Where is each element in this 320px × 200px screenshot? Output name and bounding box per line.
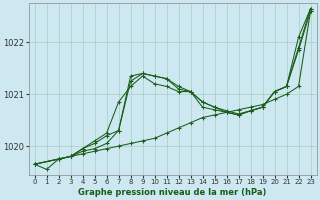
X-axis label: Graphe pression niveau de la mer (hPa): Graphe pression niveau de la mer (hPa) (78, 188, 267, 197)
